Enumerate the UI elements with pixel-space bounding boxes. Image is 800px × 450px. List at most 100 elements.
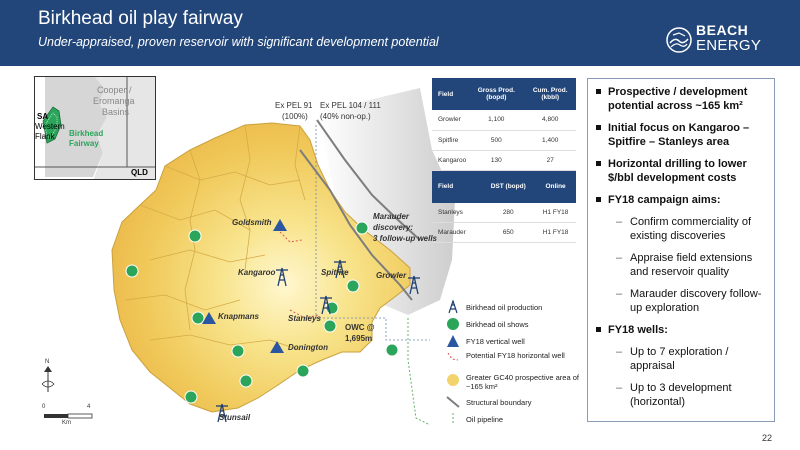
- table-cell: 280: [481, 202, 536, 223]
- table-cell: Stanleys: [432, 202, 482, 223]
- table-row: Kangaroo 130 27: [432, 150, 576, 171]
- logo-text-beach: BEACH: [696, 22, 749, 38]
- vertical-well-icon: [447, 335, 459, 347]
- legend-label: Birkhead oil shows: [466, 320, 529, 329]
- inset-fairway-line1: Birkhead: [69, 129, 104, 138]
- legend-item: Structural boundary: [446, 395, 586, 412]
- legend-label: Potential FY18 horizontal well: [466, 351, 565, 360]
- field-label-kangaroo: Kangaroo: [238, 268, 276, 277]
- legend-item: FY18 vertical well: [446, 334, 586, 351]
- inset-basin-line2: Eromanga: [93, 96, 135, 106]
- oil-shows-icon: [447, 318, 459, 330]
- north-label: N: [45, 359, 50, 365]
- prospective-area-icon: [447, 374, 459, 386]
- scale-label-unit: Km: [62, 420, 71, 426]
- scale-bar: [44, 413, 93, 419]
- dst-table: Field DST (bopd) Online Stanleys 280 H1 …: [432, 170, 576, 243]
- table-row: Marauder 650 H1 FY18: [432, 222, 576, 243]
- table-row: Growler 1,100 4,800: [432, 110, 576, 131]
- horizontal-well-icon: [447, 352, 459, 361]
- north-arrow-icon: [41, 366, 55, 392]
- page-number: 22: [762, 433, 773, 443]
- table-cell: 650: [481, 222, 536, 243]
- table-header-cell: Field: [432, 78, 469, 110]
- table-cell: 27: [524, 150, 576, 171]
- table-header-cell: Gross Prod. (bopd): [468, 78, 525, 110]
- table-cell: Marauder: [432, 222, 482, 243]
- field-production-tables: Field Gross Prod. (bopd) Cum. Prod. (kbb…: [432, 78, 576, 243]
- oil-production-icon: [448, 300, 458, 314]
- table-cell: H1 FY18: [535, 202, 576, 223]
- inset-sa-label: SA: [37, 112, 49, 121]
- legend-item: Birkhead oil production: [446, 300, 586, 317]
- table-row: Spitfire 500 1,400: [432, 130, 576, 151]
- legend-label: Greater GC40 prospective area of ~165 km…: [466, 373, 579, 391]
- legend-item: Oil pipeline: [446, 412, 586, 429]
- bullet-point: FY18 campaign aims:: [596, 193, 766, 207]
- owc-label-line1: OWC @: [345, 323, 375, 332]
- sub-bullet-point: Up to 3 development (horizontal): [596, 381, 766, 409]
- marauder-label-line3: 3 follow-up wells: [373, 234, 438, 243]
- sub-bullet-point: Appraise field extensions and reservoir …: [596, 251, 766, 279]
- oil-show-markers: [125, 221, 399, 404]
- permit-label-pel104-line2: (40% non-op.): [320, 112, 371, 121]
- legend-label: FY18 vertical well: [466, 337, 525, 346]
- inset-basin-line3: Basins: [102, 107, 130, 117]
- sub-bullet-point: Confirm commerciality of existing discov…: [596, 215, 766, 243]
- scale-label-4: 4: [87, 404, 91, 410]
- inset-flank-label: Flank: [35, 132, 55, 141]
- table-header-cell: Online: [535, 170, 576, 203]
- permit-label-pel91-line1: Ex PEL 91: [275, 101, 313, 110]
- legend-item: Potential FY18 horizontal well: [446, 351, 586, 373]
- permit-label-pel91-line2: (100%): [282, 112, 308, 121]
- field-label-knapmans: Knapmans: [218, 312, 259, 321]
- table-cell: Growler: [432, 110, 469, 131]
- fairway-area: [111, 122, 411, 413]
- key-points-panel: Prospective / development potential acro…: [587, 78, 775, 422]
- legend-label: Oil pipeline: [466, 415, 504, 424]
- legend-label: Birkhead oil production: [466, 303, 543, 312]
- table-header-cell: DST (bopd): [481, 170, 536, 203]
- logo-text-energy: ENERGY: [696, 37, 762, 54]
- table-header-cell: Field: [432, 170, 482, 203]
- sub-bullet-point: Marauder discovery follow-up exploration: [596, 287, 766, 315]
- inset-fairway-line2: Fairway: [69, 139, 99, 148]
- permit-label-pel104-line1: Ex PEL 104 / 111: [320, 101, 381, 110]
- inset-map-graphic: [35, 77, 155, 179]
- bullet-point: Horizontal drilling to lower $/bbl devel…: [596, 157, 766, 185]
- field-label-donington: Donington: [288, 343, 328, 352]
- structural-boundary-icon: [446, 396, 460, 408]
- table-cell: Spitfire: [432, 130, 469, 151]
- oil-production-markers: [216, 259, 420, 423]
- field-label-growler: Growler: [376, 271, 407, 280]
- bullet-point: FY18 wells:: [596, 323, 766, 337]
- page-title: Birkhead oil play fairway: [38, 8, 243, 29]
- oil-pipeline-icon: [452, 413, 454, 425]
- vertical-well-markers: [202, 219, 287, 353]
- oil-pipeline: [407, 318, 431, 426]
- table-cell: 500: [468, 130, 525, 151]
- potential-horizontal-wells: [279, 231, 319, 319]
- inset-location-map: SA Western Flank Cooper / Eromanga Basin…: [34, 76, 156, 180]
- table-cell: 1,400: [524, 130, 576, 151]
- scale-label-0: 0: [42, 404, 46, 410]
- inset-qld-label: QLD: [131, 168, 148, 177]
- table-cell: 4,800: [524, 110, 576, 131]
- legend-item: Birkhead oil shows: [446, 317, 586, 334]
- table-cell: Kangaroo: [432, 150, 469, 171]
- bullet-point: Prospective / development potential acro…: [596, 85, 766, 113]
- table-row: Stanleys 280 H1 FY18: [432, 202, 576, 223]
- production-table-header: Field Gross Prod. (bopd) Cum. Prod. (kbb…: [432, 78, 576, 110]
- legend-item: Greater GC40 prospective area of ~165 km…: [446, 373, 586, 395]
- field-label-stunsail: Stunsail: [219, 413, 251, 422]
- table-cell: 130: [468, 150, 525, 171]
- inset-western-label: Western: [35, 122, 65, 131]
- legend-label: Structural boundary: [466, 398, 532, 407]
- map-legend: Birkhead oil production Birkhead oil sho…: [446, 300, 586, 429]
- table-cell: 1,100: [468, 110, 525, 131]
- beach-energy-logo: BEACH ENERGY: [666, 22, 774, 58]
- header-bar: Birkhead oil play fairway Under-appraise…: [0, 0, 800, 66]
- marauder-label-line1: Marauder: [373, 212, 410, 221]
- table-header-cell: Cum. Prod. (kbbl): [524, 78, 576, 110]
